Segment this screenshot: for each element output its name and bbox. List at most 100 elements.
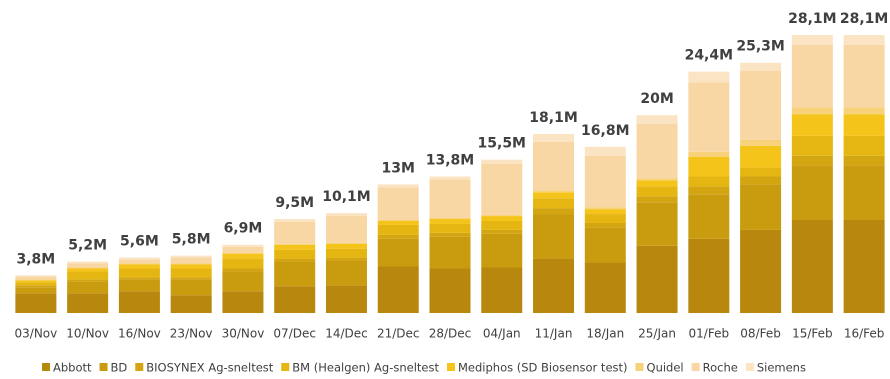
bar-segment — [377, 220, 419, 221]
bar-segment — [584, 155, 626, 208]
bar-segment — [636, 124, 678, 179]
bar-segment — [118, 279, 160, 292]
total-label: 5,6M — [120, 234, 159, 250]
bar-segment — [791, 114, 833, 136]
total-label: 9,5M — [275, 195, 314, 211]
legend-swatch — [745, 363, 754, 371]
bar-segment — [636, 202, 678, 246]
legend-swatch — [281, 363, 290, 371]
bar-segment — [429, 268, 471, 313]
bar-segment — [740, 139, 782, 146]
bar-segment — [843, 107, 885, 115]
bar-segment — [533, 133, 575, 142]
bar-segment — [325, 243, 367, 249]
bar-segment — [584, 207, 626, 210]
bar-segment — [15, 275, 57, 277]
bar-segment — [429, 232, 471, 237]
bar-segment — [118, 263, 160, 265]
bar-segment — [274, 219, 316, 222]
bar-segment — [325, 285, 367, 313]
total-label: 25,3M — [736, 39, 784, 55]
bar-segment — [274, 244, 316, 250]
x-tick-label: 08/Feb — [740, 327, 781, 341]
bar-segment — [15, 280, 57, 283]
total-label: 24,4M — [685, 48, 733, 64]
bar-segment — [377, 220, 419, 225]
bar-segment — [843, 35, 885, 45]
bar-segment — [170, 263, 212, 265]
bar-segment — [584, 214, 626, 223]
bar-segment — [481, 233, 523, 268]
legend-label: Mediphos (SD Biosensor test) — [458, 361, 628, 375]
bar-segment — [377, 187, 419, 221]
x-tick-label: 10/Nov — [66, 327, 109, 341]
legend-swatch — [99, 363, 108, 371]
bar-segment — [533, 190, 575, 193]
bar-segment — [274, 221, 316, 244]
bar-segment — [118, 291, 160, 313]
bar-segment — [429, 236, 471, 269]
legend-label: BD — [111, 361, 128, 375]
total-label: 16,8M — [581, 123, 629, 139]
bar-segment — [533, 141, 575, 191]
bar-segment — [843, 155, 885, 166]
bar-segment — [222, 252, 264, 254]
legend-swatch — [691, 363, 700, 371]
bar-segment — [170, 279, 212, 296]
bar-segment — [481, 216, 523, 221]
total-label: 13M — [382, 160, 415, 176]
bar-segment — [843, 114, 885, 136]
bar-segment — [325, 257, 367, 261]
bar-segment — [377, 238, 419, 267]
bar-segment — [481, 220, 523, 230]
bar-segment — [533, 258, 575, 313]
total-label: 20M — [640, 91, 673, 107]
bar-segment — [688, 238, 730, 313]
bar-segment — [67, 293, 109, 313]
legend-label: BIOSYNEX Ag-sneltest — [146, 361, 274, 375]
bar-segment — [67, 271, 109, 280]
x-tick-label: 11/Jan — [535, 327, 573, 341]
bar-segment — [222, 246, 264, 253]
bar-segment — [740, 176, 782, 185]
bar-segment — [688, 186, 730, 195]
total-label: 10,1M — [322, 189, 370, 205]
bar-segment — [67, 267, 109, 269]
bar-segment — [533, 192, 575, 199]
x-tick-label: 18/Jan — [586, 327, 624, 341]
bar-segment — [222, 291, 264, 313]
x-tick-label: 30/Nov — [222, 327, 265, 341]
legend-swatch — [635, 363, 644, 371]
bar-segment — [791, 165, 833, 221]
bar-segment — [170, 277, 212, 280]
bar-segment — [325, 242, 367, 244]
bar-segment — [688, 82, 730, 152]
bar-segment — [740, 62, 782, 71]
total-label: 28,1M — [840, 11, 888, 27]
bar-segment — [274, 243, 316, 245]
bar-segment — [636, 178, 678, 181]
bar-segment — [584, 262, 626, 313]
x-tick-label: 14/Dec — [325, 327, 368, 341]
bar-segment — [584, 146, 626, 156]
total-label: 5,8M — [172, 232, 211, 248]
total-label: 13,8M — [426, 152, 474, 168]
bar-segment — [15, 276, 57, 280]
x-tick-label: 23/Nov — [170, 327, 213, 341]
bar-segment — [791, 107, 833, 115]
bar-segment — [325, 213, 367, 217]
bar-segment — [843, 220, 885, 313]
bar-segment — [791, 44, 833, 108]
bar-segment — [688, 176, 730, 187]
x-tick-label: 03/Nov — [15, 327, 58, 341]
total-label: 5,2M — [68, 238, 107, 254]
bar-segment — [274, 249, 316, 259]
legend-label: BM (Healgen) Ag-sneltest — [292, 361, 439, 375]
bar-segment — [636, 115, 678, 125]
bar-segment — [170, 268, 212, 278]
bar-segment — [325, 260, 367, 286]
bar-segment — [429, 176, 471, 180]
x-tick-label: 21/Dec — [377, 327, 420, 341]
bar-segment — [429, 219, 471, 224]
x-tick-label: 25/Jan — [638, 327, 676, 341]
